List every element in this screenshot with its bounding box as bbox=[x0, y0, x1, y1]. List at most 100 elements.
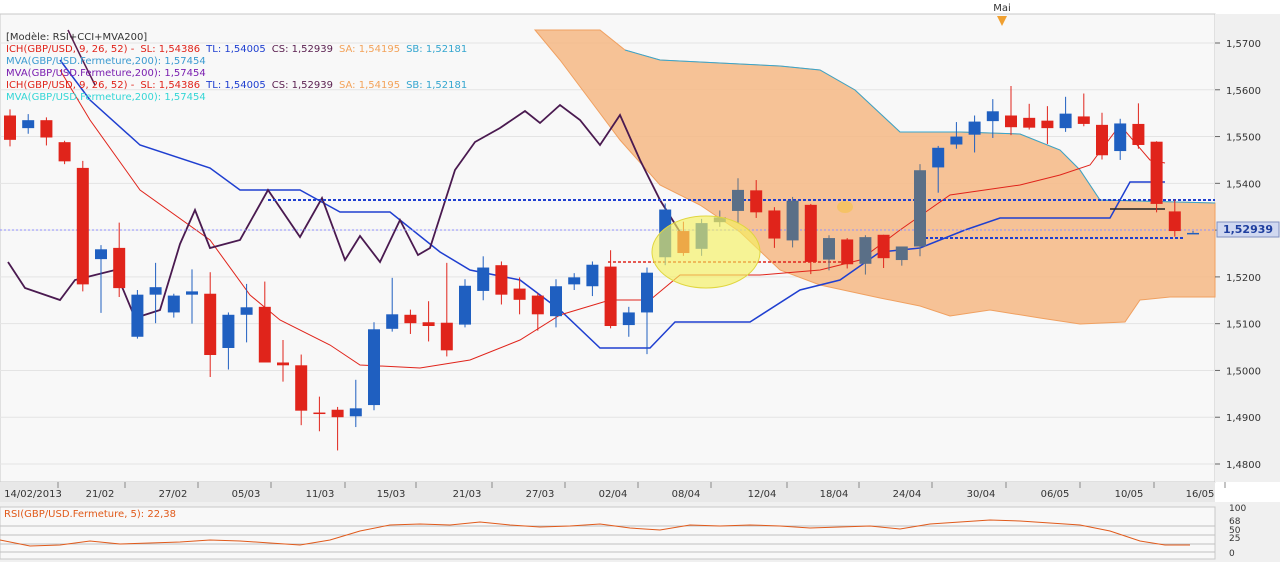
legend-value: TL: 1,54005 bbox=[205, 80, 266, 91]
legend-value: CS: 1,52939 bbox=[272, 44, 333, 55]
candle bbox=[58, 140, 71, 165]
highlight-small bbox=[837, 201, 853, 213]
candle-body bbox=[95, 249, 107, 260]
candle-body bbox=[968, 121, 981, 135]
candle bbox=[149, 262, 162, 324]
rsi-panel: RSI(GBP/USD.Fermeture, 5): 22,38 100 6850… bbox=[0, 504, 1246, 559]
candle-body bbox=[295, 365, 308, 411]
candle bbox=[167, 293, 180, 318]
candle-body bbox=[768, 210, 781, 239]
legend-value: TL: 1,54005 bbox=[205, 44, 266, 55]
x-tick-label: 30/04 bbox=[967, 489, 996, 500]
legend-value: SA: 1,54195 bbox=[339, 80, 400, 91]
candle bbox=[641, 267, 653, 355]
current-price-value: 1,52939 bbox=[1223, 223, 1273, 236]
legend-row-label: MVA(GBP/USD.Fermeture,200): 1,57454 bbox=[6, 68, 206, 79]
candle-body bbox=[641, 272, 653, 313]
candle-body bbox=[240, 307, 253, 315]
candle-body bbox=[877, 234, 890, 259]
candle bbox=[422, 301, 435, 342]
candle bbox=[313, 396, 326, 432]
y-tick-label: 1,5200 bbox=[1226, 273, 1261, 284]
candle-body bbox=[459, 285, 471, 325]
candle bbox=[1041, 106, 1054, 145]
x-tick-label: 11/03 bbox=[306, 489, 335, 500]
candle-body bbox=[40, 120, 53, 138]
candle-body bbox=[1150, 141, 1163, 204]
candle bbox=[277, 340, 289, 382]
x-tick-label: 10/05 bbox=[1115, 489, 1144, 500]
candle bbox=[40, 117, 53, 146]
candle-body bbox=[149, 287, 162, 295]
candle-body bbox=[1187, 232, 1199, 235]
candle bbox=[459, 279, 471, 328]
legend-row-label: MVA(GBP/USD.Fermeture,200): 1,57454 bbox=[6, 92, 206, 103]
candle bbox=[440, 262, 453, 357]
candle bbox=[76, 160, 89, 292]
candle bbox=[914, 164, 926, 257]
candle-body bbox=[76, 167, 89, 285]
candle-body bbox=[586, 264, 599, 287]
x-tick-label: 27/02 bbox=[159, 489, 188, 500]
x-tick-label: 18/04 bbox=[820, 489, 849, 500]
y-tick-label: 1,5100 bbox=[1226, 320, 1261, 331]
model-label: [Modèle: RSI+CCI+MVA200] bbox=[6, 31, 147, 43]
candle bbox=[604, 250, 617, 329]
legend-row-label: ICH(GBP/USD, 9, 26, 52) - bbox=[6, 44, 135, 55]
candle-body bbox=[58, 142, 71, 162]
candle bbox=[222, 312, 235, 370]
candle-body bbox=[258, 306, 271, 363]
x-tick-label: 15/03 bbox=[377, 489, 406, 500]
candle-body bbox=[1023, 117, 1036, 128]
candle-body bbox=[313, 412, 326, 415]
candle-body bbox=[113, 247, 126, 289]
candle-body bbox=[1114, 123, 1127, 152]
x-tick-label: 02/04 bbox=[599, 489, 628, 500]
x-tick-label: 14/02/2013 bbox=[4, 489, 62, 500]
candle bbox=[495, 261, 508, 305]
candle-body bbox=[895, 246, 908, 261]
candle-body bbox=[440, 322, 453, 351]
candle bbox=[4, 109, 16, 147]
candle bbox=[349, 379, 362, 428]
candle-body bbox=[477, 267, 490, 291]
candle bbox=[477, 256, 490, 301]
candle-body bbox=[422, 322, 435, 327]
candle bbox=[804, 203, 817, 275]
legend-value: SL: 1,54386 bbox=[140, 44, 200, 55]
candle-body bbox=[859, 237, 872, 264]
candle-body bbox=[950, 136, 963, 145]
candle-body bbox=[186, 291, 198, 295]
y-tick-label: 1,4800 bbox=[1226, 460, 1261, 471]
candle bbox=[1096, 112, 1108, 160]
x-tick-label: 05/03 bbox=[232, 489, 261, 500]
candle-body bbox=[1005, 115, 1017, 128]
highlight-ellipse bbox=[651, 215, 761, 289]
x-axis: 14/02/2013 21/02 27/02 05/03 11/03 15/03 21/03… bbox=[4, 482, 1226, 500]
candle bbox=[368, 322, 380, 411]
candle-body bbox=[786, 200, 799, 241]
x-tick-label: 06/05 bbox=[1041, 489, 1070, 500]
y-tick-label: 1,5700 bbox=[1226, 39, 1261, 50]
candle-body bbox=[1059, 113, 1072, 129]
x-tick-label: 08/04 bbox=[672, 489, 701, 500]
candle-body bbox=[986, 111, 999, 122]
candle-body bbox=[732, 189, 744, 211]
candle-body bbox=[4, 115, 16, 140]
candle-body bbox=[750, 190, 763, 213]
candle-body bbox=[222, 314, 235, 348]
candle bbox=[1168, 199, 1181, 237]
candle bbox=[768, 207, 781, 248]
rsi-level-label: 25 bbox=[1229, 534, 1240, 544]
legend-value: SB: 1,52181 bbox=[406, 44, 467, 55]
x-tick-label: 21/03 bbox=[453, 489, 482, 500]
candle bbox=[841, 238, 854, 269]
candle-body bbox=[568, 277, 581, 285]
month-marker-label: Mai bbox=[993, 3, 1011, 14]
candle-body bbox=[1132, 123, 1145, 145]
rsi-level-label: 0 bbox=[1229, 549, 1235, 559]
candle-body bbox=[1077, 116, 1090, 124]
candle-body bbox=[277, 362, 289, 366]
candle-body bbox=[22, 120, 35, 129]
